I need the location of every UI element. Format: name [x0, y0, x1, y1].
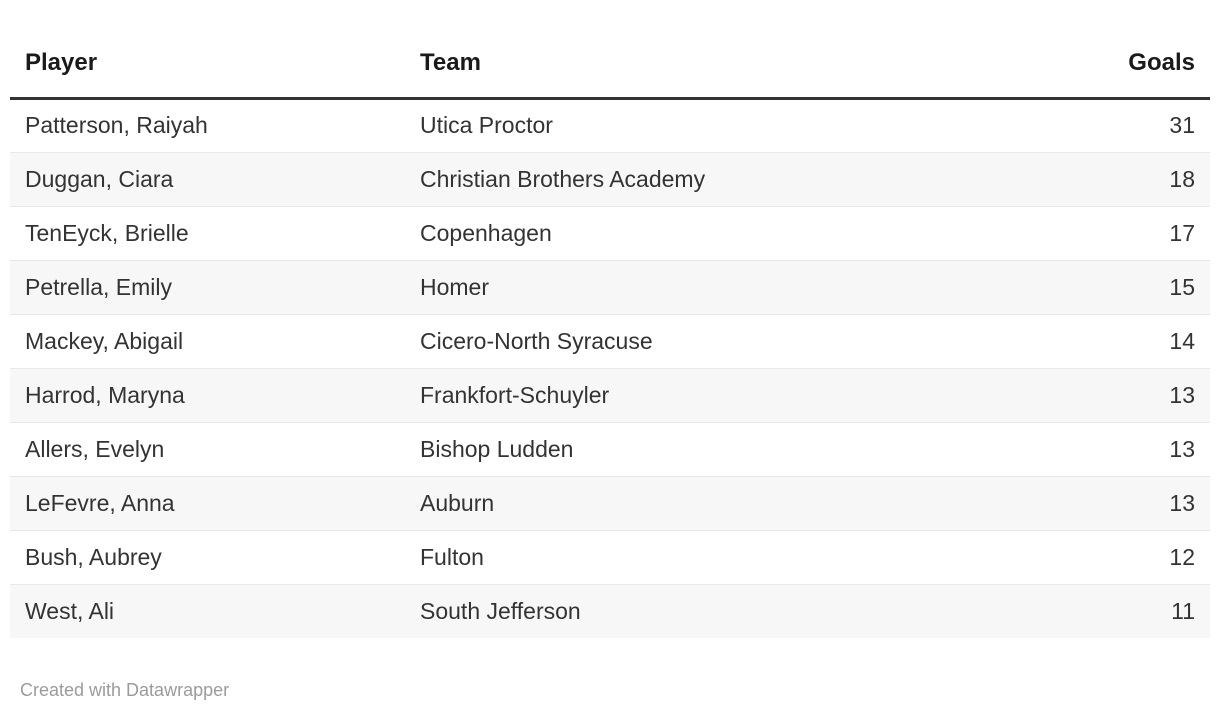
- cell-player: Mackey, Abigail: [25, 327, 184, 354]
- header-row: Player Team Goals: [10, 30, 1210, 98]
- cell-player: Harrod, Maryna: [25, 381, 185, 408]
- cell-goals: 13: [1169, 489, 1195, 516]
- cell-player: TenEyck, Brielle: [25, 219, 189, 246]
- table-row: Patterson, Raiyah Utica Proctor 31: [10, 98, 1210, 152]
- cell-goals: 12: [1169, 543, 1195, 570]
- table-row: TenEyck, Brielle Copenhagen 17: [10, 206, 1210, 260]
- cell-goals: 15: [1169, 273, 1195, 300]
- table-row: Mackey, Abigail Cicero-North Syracuse 14: [10, 314, 1210, 368]
- cell-goals: 31: [1169, 112, 1195, 138]
- column-header-player: Player: [25, 49, 98, 77]
- cell-team: Christian Brothers Academy: [420, 165, 706, 192]
- cell-player: Petrella, Emily: [25, 273, 172, 300]
- cell-goals: 14: [1169, 327, 1195, 354]
- cell-player: Allers, Evelyn: [25, 435, 165, 462]
- cell-team: South Jefferson: [420, 597, 581, 624]
- cell-team: Cicero-North Syracuse: [420, 327, 653, 354]
- table-row: Allers, Evelyn Bishop Ludden 13: [10, 422, 1210, 476]
- datawrapper-attribution: Created with Datawrapper: [20, 680, 230, 700]
- cell-player: Patterson, Raiyah: [25, 112, 208, 138]
- goals-leaders-table: Player Team Goals Patterson, Raiyah Utica…: [10, 30, 1210, 638]
- table-row: Harrod, Maryna Frankfort-Schuyler 13: [10, 368, 1210, 422]
- table-row: LeFevre, Anna Auburn 13: [10, 476, 1210, 530]
- cell-player: LeFevre, Anna: [25, 489, 175, 516]
- cell-goals: 11: [1171, 597, 1195, 624]
- cell-goals: 13: [1169, 435, 1195, 462]
- cell-team: Utica Proctor: [420, 112, 553, 138]
- cell-team: Frankfort-Schuyler: [420, 381, 610, 408]
- table-row: Petrella, Emily Homer 15: [10, 260, 1210, 314]
- column-header-goals: Goals: [1128, 49, 1195, 77]
- datawrapper-table-page: Player Team Goals Patterson, Raiyah Utica…: [10, 30, 1210, 700]
- column-header-team: Team: [420, 49, 481, 77]
- cell-goals: 17: [1169, 219, 1195, 246]
- cell-goals: 18: [1169, 165, 1195, 192]
- cell-team: Copenhagen: [420, 219, 552, 246]
- cell-team: Homer: [420, 273, 490, 300]
- table-header: Player Team Goals: [10, 30, 1210, 98]
- table-body: Patterson, Raiyah Utica Proctor 31 Duggan, …: [10, 98, 1210, 638]
- table-row: Duggan, Ciara Christian Brothers Academy 1…: [10, 152, 1210, 206]
- cell-team: Fulton: [420, 543, 484, 570]
- cell-player: Duggan, Ciara: [25, 165, 174, 192]
- cell-player: West, Ali: [25, 597, 115, 624]
- cell-team: Bishop Ludden: [420, 435, 574, 462]
- cell-player: Bush, Aubrey: [25, 543, 162, 570]
- table-row: Bush, Aubrey Fulton 12: [10, 530, 1210, 584]
- table-row: West, Ali South Jefferson 11: [10, 584, 1210, 638]
- cell-goals: 13: [1169, 381, 1195, 408]
- cell-team: Auburn: [420, 489, 495, 516]
